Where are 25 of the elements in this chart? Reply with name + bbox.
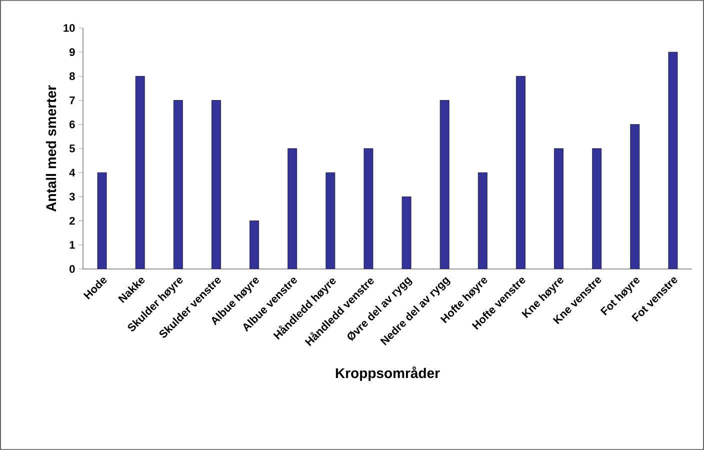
bar: [440, 100, 450, 269]
y-axis-title: Antall med smerter: [46, 85, 56, 212]
bar: [288, 148, 298, 269]
y-tick-label: 3: [69, 192, 75, 201]
x-axis-title: Kroppsområder: [336, 366, 440, 381]
y-tick-label: 2: [69, 216, 75, 225]
y-tick-label: 4: [69, 168, 76, 176]
y-tick-label: 7: [70, 96, 75, 104]
bar: [478, 172, 488, 269]
bar: [135, 76, 145, 269]
y-tick-label: 8: [69, 72, 75, 80]
bar: [630, 124, 640, 269]
bar: [326, 172, 336, 269]
bar: [250, 220, 259, 269]
bar: [516, 76, 526, 269]
bar: [592, 148, 602, 269]
bar: [554, 148, 564, 269]
y-tick-label: 1: [70, 241, 75, 249]
y-tick-label: 6: [70, 120, 75, 128]
bar: [173, 100, 183, 269]
y-tick-label: 0: [70, 265, 75, 273]
y-tick-label: 5: [69, 144, 75, 152]
y-tick-label: 9: [69, 48, 75, 56]
y-tick-label: 10: [64, 24, 75, 32]
bar: [212, 100, 221, 269]
